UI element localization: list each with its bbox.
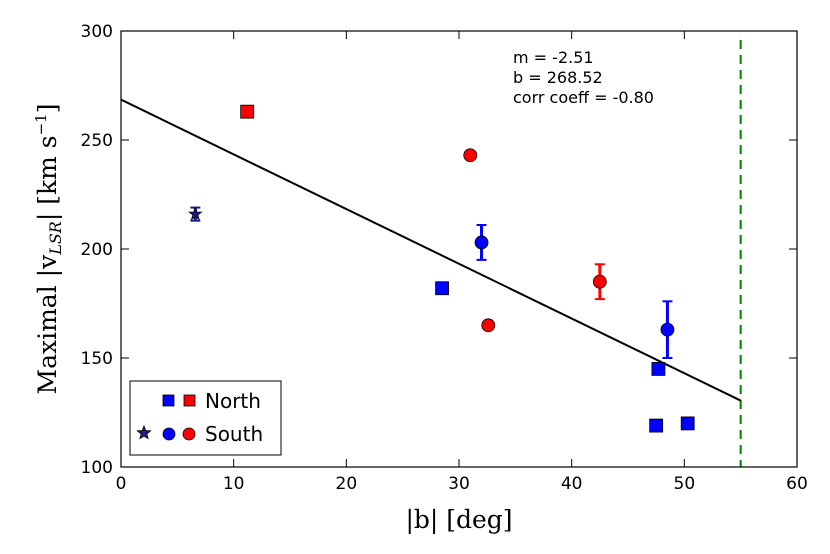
y-tick-label: 300 — [81, 22, 113, 42]
legend-south-blue-circle — [162, 427, 176, 441]
ticks: 0 10 20 30 40 50 60 100 150 200 250 300 — [81, 22, 808, 494]
legend-north-blue-square — [162, 394, 175, 407]
data-point-square — [649, 418, 664, 433]
legend-north-red-square — [183, 394, 196, 407]
x-tick-label: 30 — [448, 474, 470, 494]
y-axis-label-prefix: Maximal |v — [33, 254, 63, 395]
legend-box — [129, 380, 282, 456]
y-tick-label: 150 — [81, 349, 113, 369]
x-tick-label: 40 — [561, 474, 583, 494]
legend-south-label: South — [205, 422, 263, 446]
data-point-star — [188, 206, 203, 221]
fit-line — [120, 98, 742, 402]
x-axis-label: |b| [deg] — [405, 505, 512, 535]
data-point-square — [651, 361, 666, 376]
annotation-slope: m = -2.51 — [513, 48, 594, 67]
y-tick-label: 250 — [81, 131, 113, 151]
data-point-square — [680, 416, 695, 431]
legend-south-star — [136, 424, 152, 440]
data-point-circle — [592, 274, 607, 289]
data-point-square — [435, 281, 450, 296]
legend-north-label: North — [205, 389, 261, 413]
data-point-circle — [481, 318, 496, 333]
data-point-circle — [660, 322, 675, 337]
data-point-circle — [463, 148, 478, 163]
x-tick-label: 10 — [223, 474, 245, 494]
x-tick-label: 60 — [786, 474, 808, 494]
y-axis-label-suffix: | [km s — [33, 135, 63, 221]
y-tick-label: 200 — [81, 240, 113, 260]
data-point-square — [240, 104, 255, 119]
annotation-corr: corr coeff = -0.80 — [513, 88, 654, 107]
data-point-circle — [474, 235, 489, 250]
legend-south-red-circle — [182, 427, 196, 441]
x-tick-label: 50 — [674, 474, 696, 494]
x-tick-label: 20 — [336, 474, 358, 494]
plot-area — [120, 40, 742, 467]
legend: North South — [129, 380, 282, 456]
y-axis-label-subscript: LSR — [46, 221, 65, 256]
y-axis-label-close: ] — [33, 104, 62, 114]
annotation-intercept: b = 268.52 — [513, 68, 603, 87]
y-axis-label: Maximal |vLSR| [km s−1] — [32, 104, 65, 395]
y-tick-label: 100 — [81, 458, 113, 478]
y-axis-label-superscript: −1 — [32, 113, 50, 135]
x-tick-label: 0 — [116, 474, 127, 494]
